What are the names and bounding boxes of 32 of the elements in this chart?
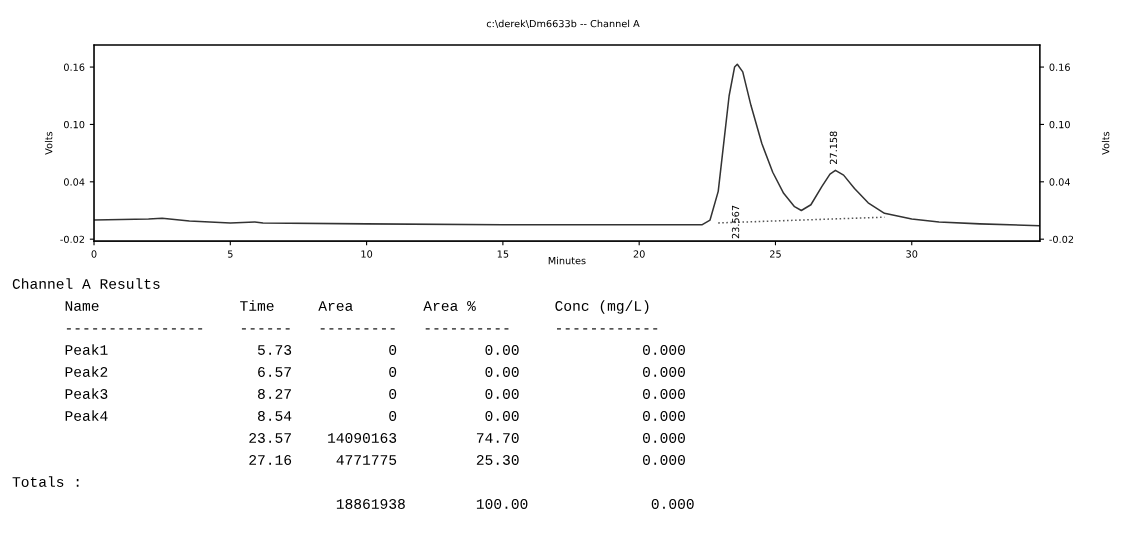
text: ---------------- ------ --------- ---------- ------------	[66, 328, 658, 330]
text: 23.57 14090163 74.70 0.000	[249, 433, 685, 443]
text: Name Time Area Area % Conc (mg/L)	[65, 300, 649, 314]
text: Peak2 6.57 0 0.00 0.000	[65, 366, 685, 377]
x-tick-label: 0	[91, 250, 97, 258]
y-tick-label: -0.02	[60, 235, 85, 244]
y-tick-label: 0.16	[63, 63, 85, 71]
y2-tick-label: 0.16	[1049, 63, 1070, 71]
text: Peak1 5.73 0 0.00 0.000	[65, 344, 685, 355]
y-axis-title: Volts	[44, 131, 53, 155]
annotation: 27.158	[829, 131, 838, 165]
y2-tick-label: 0.04	[1049, 178, 1070, 186]
x-axis-title: Minutes	[548, 256, 586, 265]
y2-axis-title: Volts	[1101, 131, 1110, 155]
text: 18861938 100.00 0.000	[336, 499, 694, 509]
y2-tick-label: -0.02	[1049, 235, 1074, 244]
annotation: 23.567	[731, 205, 740, 239]
chart-title: c:\derek\Dm6633b -- Channel A	[486, 19, 640, 29]
x-tick-label: 20	[633, 250, 645, 258]
y2-tick-label: 0.10	[1049, 120, 1070, 129]
text: 27.16 4771775 25.30 0.000	[249, 455, 685, 465]
text: Channel A Results	[12, 278, 160, 289]
x-tick-label: 25	[769, 250, 781, 258]
text: Totals :	[12, 476, 79, 487]
text: Peak4 8.54 0 0.00 0.000	[65, 410, 685, 421]
x-tick-label: 15	[497, 250, 509, 258]
x-tick-label: 5	[227, 250, 233, 258]
x-tick-label: 10	[361, 250, 373, 258]
y-tick-label: 0.04	[63, 178, 85, 186]
x-tick-label: 30	[906, 250, 918, 258]
y-tick-label: 0.10	[63, 120, 85, 129]
text: Peak3 8.27 0 0.00 0.000	[65, 388, 685, 399]
